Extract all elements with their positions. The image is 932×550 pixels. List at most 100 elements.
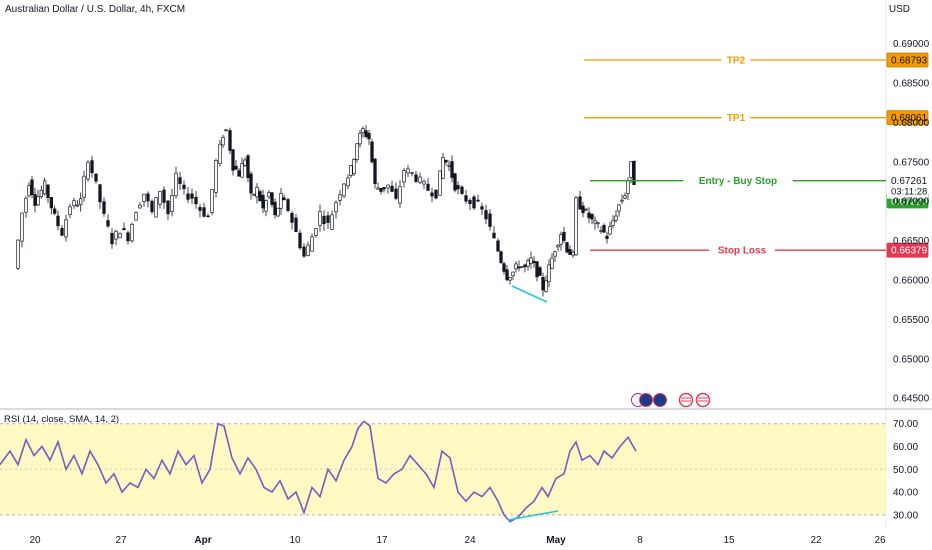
time-tick-label: 20 <box>29 535 41 546</box>
candle-body <box>364 130 368 137</box>
candle-body <box>249 173 253 194</box>
tp1-level-label-bg <box>721 110 751 125</box>
usd-flag-icon[interactable] <box>678 392 694 408</box>
candle-body <box>294 217 298 233</box>
tp2-price-badge-text: 0.68793 <box>891 56 928 67</box>
rsi-tick-label: 60.00 <box>893 442 918 453</box>
rsi-line <box>0 420 637 523</box>
candle-body <box>565 242 569 253</box>
candle-body <box>190 193 194 199</box>
candle-body <box>261 194 265 209</box>
candle-body <box>382 186 386 190</box>
candle-body <box>302 246 306 257</box>
candle-body <box>186 193 190 200</box>
candle-body <box>422 180 426 185</box>
candle-body <box>386 184 390 189</box>
candle-body <box>134 212 138 221</box>
price-tick-label: 0.65500 <box>893 315 930 326</box>
high-price-badge-text: 0.67220 <box>891 197 928 208</box>
candle-body <box>492 232 496 239</box>
time-axis[interactable]: 20 27 Apr 10 17 24 May 8 15 22 26 <box>29 535 886 546</box>
candle-body <box>484 210 488 220</box>
candle-body <box>166 200 170 215</box>
aud-flag-icon[interactable] <box>639 393 653 407</box>
candle-body <box>453 173 457 191</box>
candle-body <box>94 173 98 182</box>
tp1-level-label[interactable]: TP1 <box>727 113 746 124</box>
candle-body <box>258 191 262 202</box>
candle-body <box>605 235 609 239</box>
stop-loss-level-label[interactable]: Stop Loss <box>718 246 767 257</box>
entry-level-label[interactable]: Entry - Buy Stop <box>699 176 777 187</box>
last-price-badge[interactable] <box>887 173 928 199</box>
candle-body <box>538 267 542 276</box>
candle-body <box>593 220 597 224</box>
currency-label: USD <box>888 4 910 15</box>
candle-body <box>53 208 57 214</box>
candle-body <box>468 199 472 204</box>
candle-body <box>342 183 346 197</box>
rsi-divergence-line[interactable] <box>507 510 559 521</box>
candle-body <box>426 183 430 191</box>
candle-body <box>33 194 37 206</box>
candle-body <box>450 161 454 178</box>
time-tick-label: 26 <box>874 535 886 546</box>
candle-body <box>310 236 314 252</box>
candle-body <box>118 232 122 239</box>
candle-body <box>587 212 591 219</box>
candle-body <box>553 251 557 257</box>
price-divergence-line[interactable] <box>511 285 548 303</box>
candle-body <box>599 229 603 232</box>
candle-body <box>298 232 302 249</box>
candle-body <box>394 188 398 199</box>
candle-body <box>472 196 476 209</box>
tp2-level-label[interactable]: TP2 <box>727 56 746 67</box>
rsi-tick-label: 30.00 <box>893 510 918 521</box>
candle-body <box>286 199 290 211</box>
candle-body <box>234 165 238 170</box>
candle-body <box>72 200 76 207</box>
rsi-band <box>0 423 886 515</box>
candle-body <box>410 172 414 174</box>
candle-body <box>480 206 484 210</box>
candle-body <box>544 280 548 293</box>
candle-body <box>547 264 551 282</box>
candle-body <box>496 240 500 252</box>
candle-body <box>98 184 102 203</box>
candle-body <box>146 193 150 202</box>
candle-body <box>402 170 406 183</box>
candle-body <box>499 251 503 264</box>
candle-body <box>27 185 31 197</box>
candle-body <box>584 208 588 211</box>
candle-body <box>30 179 34 195</box>
candle-body <box>502 263 506 272</box>
time-tick-label: 15 <box>723 535 735 546</box>
candle-body <box>629 161 633 178</box>
candle-body <box>562 231 566 241</box>
candle-body <box>43 180 47 195</box>
candle-body <box>279 192 283 209</box>
economic-events[interactable] <box>631 392 711 408</box>
candle-body <box>170 194 174 212</box>
aud-flag-icon[interactable] <box>653 393 667 407</box>
stop-price-badge[interactable] <box>886 242 929 258</box>
candle-body <box>16 239 20 269</box>
candle-body <box>122 228 126 230</box>
price-tick-label: 0.67500 <box>893 157 930 168</box>
candle-body <box>221 136 225 146</box>
candle-body <box>349 165 353 176</box>
candle-body <box>231 149 235 171</box>
candle-body <box>243 159 247 166</box>
time-tick-label: 17 <box>376 535 388 546</box>
candle-body <box>264 200 268 212</box>
tp1-price-badge[interactable] <box>886 110 929 126</box>
tp2-price-badge[interactable] <box>886 52 929 68</box>
last-price-text: 0.67261 <box>891 176 928 187</box>
trade-levels[interactable]: TP2 TP1 Entry - Buy Stop Stop Loss 0.68793 0.… <box>584 52 929 258</box>
candle-body <box>150 200 154 213</box>
usd-flag-icon[interactable] <box>695 392 711 408</box>
candle-body <box>574 197 578 256</box>
candle-body <box>398 186 402 204</box>
price-axis[interactable]: 0.69000 0.68500 0.68000 0.67500 0.67000 0.665… <box>893 39 930 404</box>
